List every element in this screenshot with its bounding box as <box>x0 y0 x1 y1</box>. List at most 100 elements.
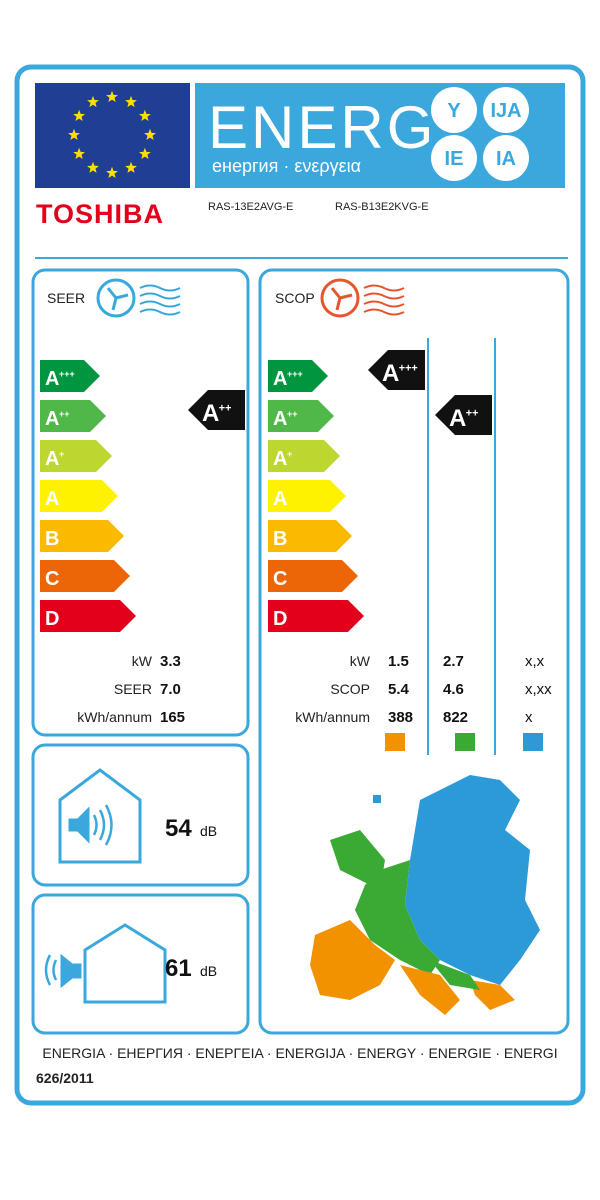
energy-suffix: IA <box>496 148 516 170</box>
row-value: x,x <box>525 653 545 670</box>
class-letter: A <box>273 368 287 390</box>
row-label: kWh/annum <box>295 709 370 725</box>
eu-star <box>125 95 137 108</box>
row-value: 165 <box>160 709 185 726</box>
class-arrow <box>268 600 364 632</box>
row-value: 388 <box>388 709 413 726</box>
row-value: x <box>525 709 533 726</box>
class-letter: A <box>382 360 399 387</box>
rating-arrow <box>368 350 425 390</box>
class-arrow <box>268 560 358 592</box>
noise-unit: dB <box>200 823 217 839</box>
eu-star <box>106 90 118 102</box>
eu-star <box>144 128 156 140</box>
eu-star <box>73 147 85 159</box>
energy-subtitle: енергия · ενεργεια <box>212 156 361 176</box>
row-label: kW <box>132 653 153 669</box>
row-label: SEER <box>114 681 152 697</box>
zone-average <box>455 733 475 751</box>
class-arrow <box>40 480 118 512</box>
class-arrow <box>40 400 106 432</box>
footer-languages: ENERGIA · ЕНЕРГИЯ · ΕΝΕΡΓΕΙΑ · ENERGIJA … <box>42 1045 557 1061</box>
class-arrow <box>268 400 334 432</box>
class-arrow <box>40 600 136 632</box>
class-sup: ++ <box>219 402 232 414</box>
row-value: 4.6 <box>443 681 464 698</box>
class-sup: ++ <box>466 407 479 419</box>
row-label: kWh/annum <box>77 709 152 725</box>
row-value: 822 <box>443 709 468 726</box>
seer-panel <box>31 268 250 737</box>
suffix-badge <box>431 135 477 181</box>
energy-suffix: Y <box>447 100 461 122</box>
noise-unit: dB <box>200 963 217 979</box>
class-arrow <box>40 360 100 392</box>
class-letter: B <box>273 528 287 550</box>
regulation: 626/2011 <box>36 1070 94 1086</box>
class-letter: A <box>273 448 287 470</box>
class-arrow <box>40 520 124 552</box>
suffix-badge <box>483 135 529 181</box>
eu-star <box>139 109 151 121</box>
class-letter: A <box>45 448 59 470</box>
energy-suffix: IJA <box>490 100 521 122</box>
panel-title: SEER <box>47 290 85 306</box>
class-arrow <box>268 440 340 472</box>
indoor-noise-panel <box>31 743 250 887</box>
brand: TOSHIBA <box>36 199 164 229</box>
row-value: 5.4 <box>388 681 410 698</box>
class-arrow <box>40 560 130 592</box>
class-letter: A <box>45 368 59 390</box>
class-sup: +++ <box>399 362 418 374</box>
outdoor-unit-icon <box>44 923 167 1004</box>
class-letter: B <box>45 528 59 550</box>
class-letter: C <box>273 568 287 590</box>
row-value: 1.5 <box>388 653 409 670</box>
class-letter: A <box>273 408 287 430</box>
model-outdoor: RAS-B13E2KVG-E <box>335 201 429 213</box>
class-letter: A <box>202 400 219 427</box>
eu-star <box>87 95 99 108</box>
energy-suffix: IE <box>445 148 464 170</box>
suffix-badge <box>431 87 477 133</box>
class-sup: +++ <box>287 369 303 379</box>
eu-star <box>139 147 151 159</box>
class-sup: ++ <box>287 409 298 419</box>
class-letter: A <box>273 488 287 510</box>
outer-frame <box>14 64 586 1106</box>
class-sup: + <box>59 449 64 459</box>
zone-warmer <box>385 733 405 751</box>
class-letter: C <box>45 568 59 590</box>
outdoor-noise-panel <box>31 893 250 1035</box>
row-value: 2.7 <box>443 653 464 670</box>
climate-zone-map <box>310 775 540 1015</box>
row-value: 3.3 <box>160 653 181 670</box>
energy-word: ENERG <box>208 94 436 161</box>
class-letter: D <box>45 608 59 630</box>
row-label: kW <box>350 653 371 669</box>
class-letter: A <box>449 405 466 432</box>
rating-arrow <box>188 390 245 430</box>
cooling-fan-icon <box>96 278 181 318</box>
indoor-unit-icon <box>58 768 142 864</box>
eu-star <box>87 161 99 173</box>
scop-panel <box>258 268 570 1035</box>
eu-star <box>73 109 85 121</box>
rating-arrow <box>435 395 492 435</box>
class-letter: A <box>45 488 59 510</box>
class-arrow <box>268 520 352 552</box>
row-value: 7.0 <box>160 681 181 698</box>
model-indoor: RAS-13E2AVG-E <box>208 201 293 213</box>
suffix-badge <box>483 87 529 133</box>
class-arrow <box>40 440 112 472</box>
class-arrow <box>268 480 346 512</box>
class-sup: ++ <box>59 409 70 419</box>
eu-star <box>125 161 137 173</box>
eu-star <box>106 166 118 178</box>
class-sup: +++ <box>59 369 75 379</box>
class-arrow <box>268 360 328 392</box>
zone-colder <box>523 733 543 751</box>
panel-title: SCOP <box>275 290 315 306</box>
